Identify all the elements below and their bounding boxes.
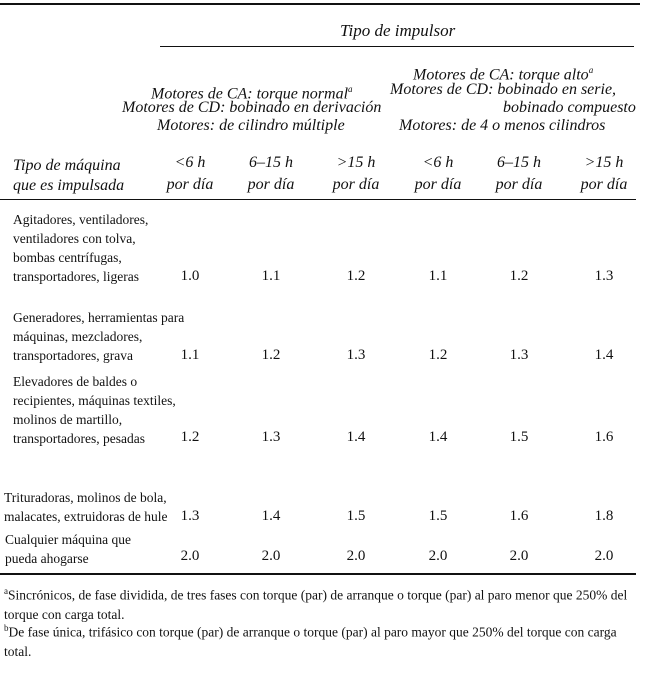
table-row-3-val-6: 1.6 <box>594 429 614 445</box>
table-row-1-val-6: 1.3 <box>594 268 614 284</box>
group-high-line4: Motores: de 4 o menos cilindros <box>399 117 606 134</box>
table-row-3-val-3: 1.4 <box>346 429 366 445</box>
col-header-6: >15 h por día <box>580 154 628 193</box>
table-row-2-machine: Generadores, herramientas para máquinas,… <box>13 310 185 363</box>
table-row-3-val-5: 1.5 <box>509 429 529 445</box>
col-header-4: <6 h por día <box>414 154 462 193</box>
table-row-5-val-5: 2.0 <box>509 548 529 564</box>
table-row-1-machine: Agitadores, ventiladores, ventiladores c… <box>13 212 149 284</box>
group-normal-line1: Motores de CA: torque normala <box>151 84 353 103</box>
table-row-2-val-3: 1.3 <box>346 347 366 363</box>
table-row-1-val-2: 1.1 <box>261 268 281 284</box>
col-header-1: <6 h por día <box>166 154 214 193</box>
table-row-4-machine: Trituradoras, molinos de bola, malacates… <box>4 490 168 524</box>
footnote-a: aSincrónicos, de fase dividida, de tres … <box>4 586 628 622</box>
table-top-rule <box>0 3 640 5</box>
table-bottom-rule <box>0 573 636 575</box>
table-row-5-val-4: 2.0 <box>428 548 448 564</box>
table-row-1-val-5: 1.2 <box>509 268 529 284</box>
header-bottom-rule <box>0 199 636 201</box>
table-row-4-val-6: 1.8 <box>594 508 614 524</box>
col-header-3: >15 h por día <box>332 154 380 193</box>
table-row-5-val-2: 2.0 <box>261 548 281 564</box>
table-row-5-val-1: 2.0 <box>180 548 200 564</box>
table-row-4-val-5: 1.6 <box>509 508 529 524</box>
group-high-line2: Motores de CD: bobinado en serie, <box>390 81 617 98</box>
spanner-rule <box>160 46 634 48</box>
table-row-2-val-4: 1.2 <box>428 347 448 363</box>
table-row-4-val-2: 1.4 <box>261 508 281 524</box>
group-high-line1: Motores de CA: torque altoa <box>413 65 594 84</box>
col-header-2: 6–15 h por día <box>247 154 295 193</box>
table-row-3-val-1: 1.2 <box>180 429 200 445</box>
table-row-2-val-5: 1.3 <box>509 347 529 363</box>
machine-header-line2: que es impulsada <box>13 177 125 194</box>
table-row-5-machine: Cualquier máquina que pueda ahogarse <box>5 532 131 566</box>
table-row-5-val-3: 2.0 <box>346 548 366 564</box>
table-row-5-val-6: 2.0 <box>594 548 614 564</box>
table-row-2-val-6: 1.4 <box>594 347 614 363</box>
table-row-2-val-1: 1.1 <box>180 347 200 363</box>
table-row-4-val-1: 1.3 <box>180 508 200 524</box>
spanner-title: Tipo de impulsor <box>340 21 456 40</box>
table-row-1-val-1: 1.0 <box>180 268 200 284</box>
table-row-1-val-3: 1.2 <box>346 268 366 284</box>
group-normal-line2: Motores de CD: bobinado en derivación <box>122 99 382 116</box>
table-row-4-val-4: 1.5 <box>428 508 448 524</box>
table-row-3-val-4: 1.4 <box>428 429 448 445</box>
footnote-b: bDe fase única, trifásico con torque (pa… <box>4 623 617 659</box>
table-row-4-val-3: 1.5 <box>346 508 366 524</box>
table-row-2-val-2: 1.2 <box>261 347 281 363</box>
col-header-5: 6–15 h por día <box>495 154 543 193</box>
machine-header-line1: Tipo de máquina <box>13 157 121 174</box>
group-high-line3: bobinado compuesto <box>503 99 636 116</box>
group-normal-line3: Motores: de cilindro múltiple <box>157 117 345 134</box>
table-row-1-val-4: 1.1 <box>428 268 448 284</box>
table-row-3-machine: Elevadores de baldes o recipientes, máqu… <box>13 374 176 446</box>
table-row-3-val-2: 1.3 <box>261 429 281 445</box>
